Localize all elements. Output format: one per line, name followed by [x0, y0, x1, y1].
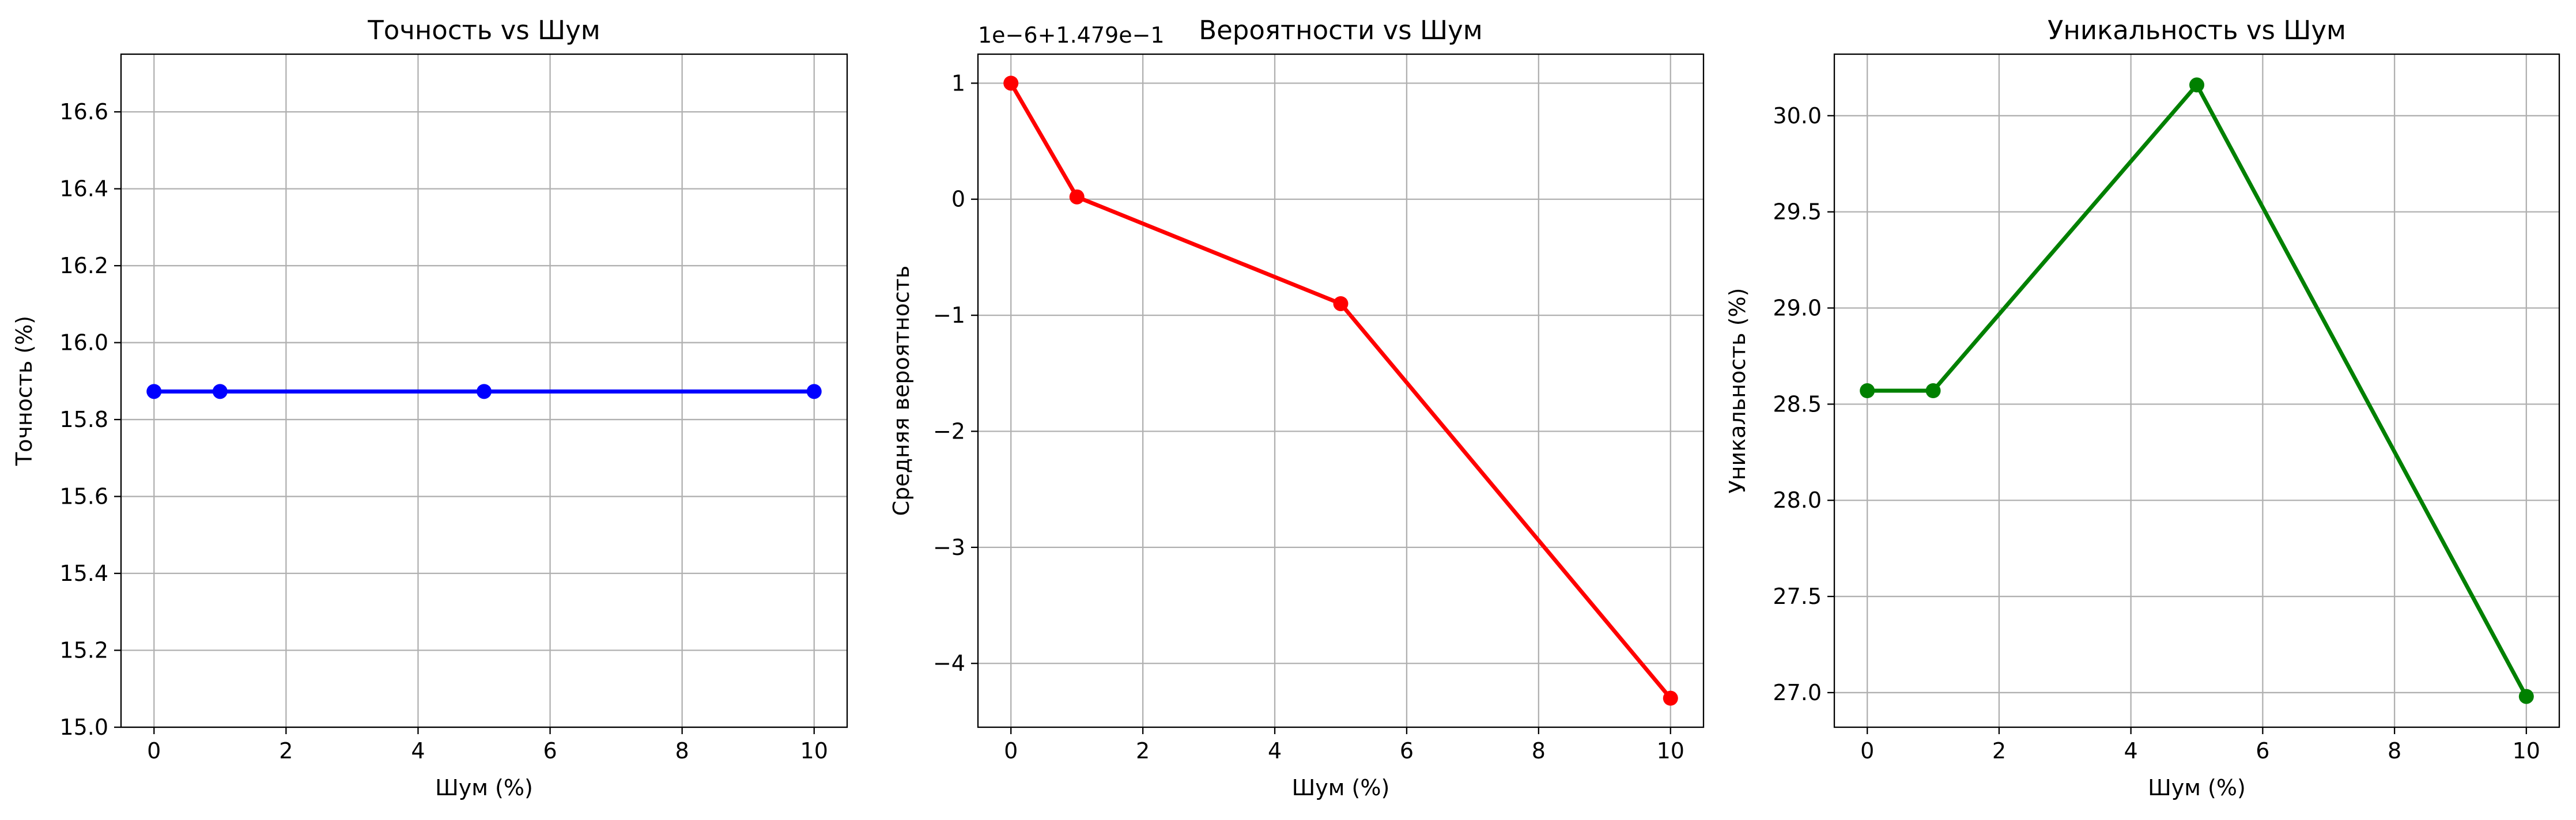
x-tick-label: 0 [1860, 738, 1874, 764]
y-tick-label: 0 [951, 187, 965, 212]
y-tick-label: 15.0 [59, 715, 108, 740]
chart-title: Уникальность vs Шум [2048, 15, 2346, 46]
x-tick-label: 4 [1268, 738, 1282, 764]
data-point [1925, 383, 1941, 398]
y-tick-label: 29.0 [1773, 296, 1822, 321]
y-tick-label: −4 [933, 651, 965, 676]
x-tick-label: 6 [2256, 738, 2269, 764]
data-point [1003, 75, 1019, 91]
y-tick-label: 15.8 [59, 407, 108, 432]
data-point [1069, 189, 1085, 205]
chart-title: Точность vs Шум [367, 15, 600, 46]
x-tick-label: 10 [1657, 738, 1684, 764]
y-axis-label: Точность (%) [12, 316, 37, 466]
y-tick-label: −3 [933, 535, 965, 560]
x-axis-label: Шум (%) [2148, 775, 2246, 800]
y-tick-label: 16.0 [59, 330, 108, 356]
x-tick-label: 4 [411, 738, 425, 764]
data-point [1333, 296, 1349, 311]
data-point [212, 384, 228, 399]
x-tick-label: 8 [1532, 738, 1546, 764]
y-tick-label: 27.0 [1773, 680, 1822, 705]
series-line [1009, 81, 1673, 701]
y-tick-label: 30.0 [1773, 103, 1822, 129]
x-tick-label: 0 [147, 738, 161, 764]
x-tick-label: 0 [1004, 738, 1018, 764]
y-tick-label: −1 [933, 303, 965, 328]
y-axis-label: Средняя вероятность [889, 266, 914, 516]
chart-1: 0 2 4 6 8 10 15.0 15.2 15.4 15.6 15.8 16.0 16.2 16.4 1… [12, 15, 848, 800]
y-tick-label: 16.2 [59, 253, 108, 278]
data-point [146, 384, 162, 399]
data-point [1860, 383, 1875, 398]
y-tick-label: 15.6 [59, 484, 108, 509]
x-tick-label: 10 [800, 738, 828, 764]
data-point [2518, 689, 2534, 704]
x-tick-label: 8 [2388, 738, 2401, 764]
x-tick-label: 4 [2124, 738, 2138, 764]
chart-title: Вероятности vs Шум [1199, 15, 1482, 46]
y-tick-label: 28.5 [1773, 391, 1822, 417]
x-axis-label: Шум (%) [435, 775, 533, 800]
y-tick-label: −2 [933, 418, 965, 444]
x-tick-label: 2 [279, 738, 293, 764]
y-tick-label: 15.4 [59, 561, 108, 586]
data-point [2189, 77, 2204, 93]
series-line [1865, 82, 2529, 699]
plot-frame [120, 53, 848, 728]
plot-frame [977, 53, 1705, 728]
x-tick-label: 6 [543, 738, 557, 764]
x-tick-label: 10 [2513, 738, 2540, 764]
x-tick-label: 8 [675, 738, 689, 764]
x-axis-label: Шум (%) [1292, 775, 1390, 800]
y-tick-label: 29.5 [1773, 199, 1822, 225]
x-tick-label: 2 [1136, 738, 1150, 764]
plot-frame [1833, 53, 2560, 728]
y-tick-label: 28.0 [1773, 488, 1822, 513]
data-point [1663, 690, 1678, 706]
y-offset-text: 1e−6+1.479e−1 [978, 22, 1165, 48]
y-tick-label: 16.4 [59, 176, 108, 202]
data-point [806, 384, 822, 399]
chart-3: 0 2 4 6 8 10 27.0 27.5 28.0 28.5 29.0 29.5 30.0 Шум (… [1725, 15, 2560, 800]
x-tick-label: 6 [1400, 738, 1414, 764]
y-tick-label: 15.2 [59, 638, 108, 663]
x-tick-label: 2 [1992, 738, 2006, 764]
y-tick-label: 16.6 [59, 99, 108, 124]
y-tick-label: 1 [951, 70, 965, 96]
data-point [477, 384, 492, 399]
y-tick-label: 27.5 [1773, 584, 1822, 609]
y-axis-label: Уникальность (%) [1725, 288, 1750, 494]
